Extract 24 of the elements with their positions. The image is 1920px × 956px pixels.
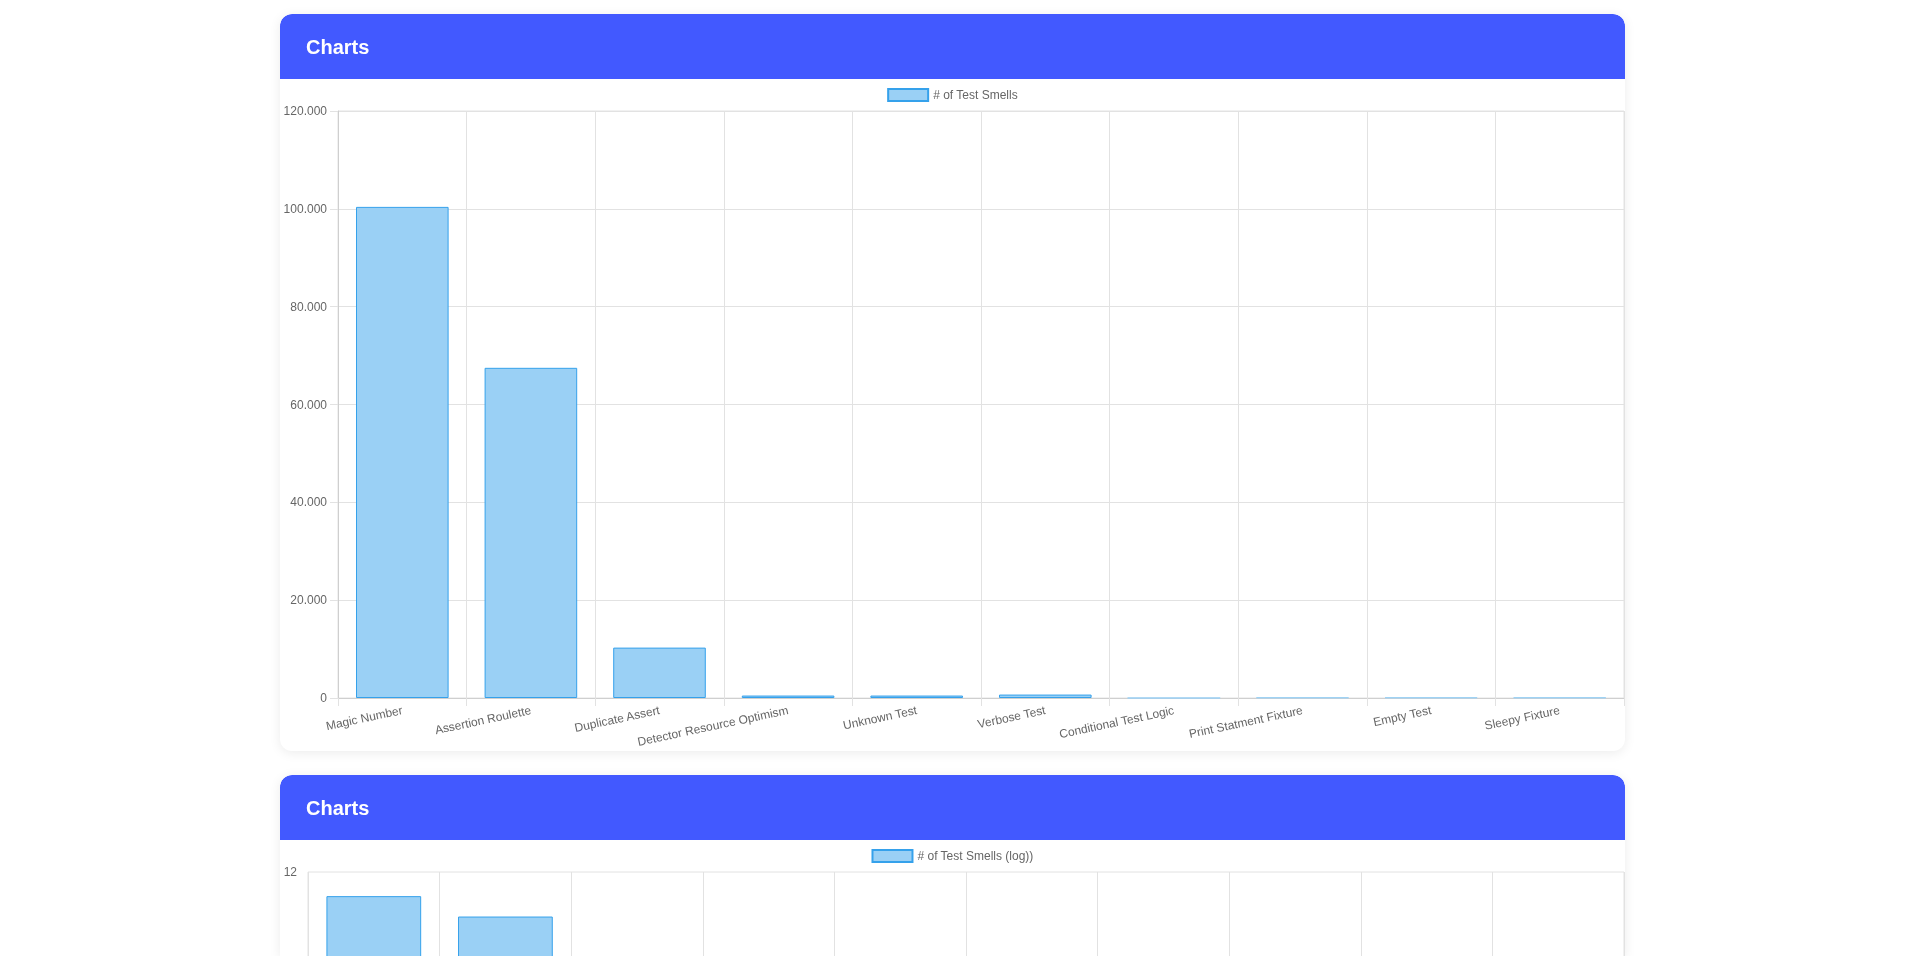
x-tick-label: Assertion Roulette xyxy=(433,703,533,738)
y-tick-label: 0 xyxy=(320,691,328,705)
bar xyxy=(999,694,1092,698)
legend-label: # of Test Smells (log)) xyxy=(917,849,1034,863)
y-tick-label: 60.000 xyxy=(290,397,328,412)
chart-title: Charts xyxy=(306,797,370,821)
bar xyxy=(484,367,578,698)
text: 12 xyxy=(283,865,298,879)
x-tick-label: Empty Test xyxy=(1371,703,1434,730)
bar xyxy=(356,206,449,698)
bar xyxy=(613,647,706,698)
chart-title: Charts xyxy=(306,36,370,60)
y-tick-label: 40.000 xyxy=(290,495,328,510)
x-tick-label: Duplicate Assert xyxy=(573,703,662,735)
y-tick-label: 80.000 xyxy=(290,299,328,314)
x-tick-label: Print Statment Fixture xyxy=(1187,703,1305,741)
x-tick-label: Verbose Test xyxy=(976,703,1048,732)
x-tick-label: Magic Number xyxy=(324,703,404,734)
y-tick-label: 20.000 xyxy=(290,593,328,608)
y-tick-label: 120.000 xyxy=(283,104,328,118)
x-tick-label: Sleepy Fixture xyxy=(1483,703,1562,733)
y-tick-label: 100.000 xyxy=(283,201,328,216)
x-tick-label: Unknown Test xyxy=(841,703,919,733)
legend-label: # of Test Smells xyxy=(933,88,1018,102)
